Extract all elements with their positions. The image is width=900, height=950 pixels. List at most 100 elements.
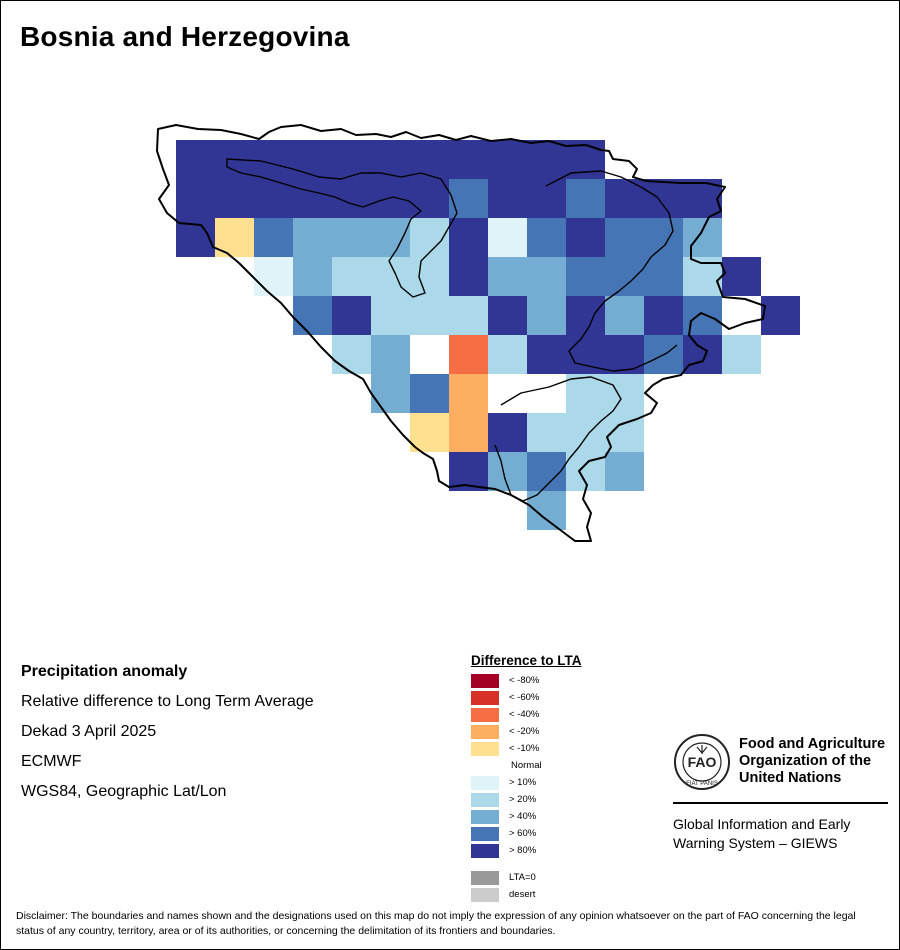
grid-cell — [176, 140, 215, 179]
grid-cell — [254, 218, 293, 257]
grid-cell — [293, 296, 332, 335]
legend-label: < -60% — [509, 692, 540, 703]
legend-gap — [471, 861, 582, 871]
grid-cell — [605, 335, 644, 374]
legend-item: < -60% — [471, 691, 582, 708]
grid-cell — [644, 257, 683, 296]
legend-item: < -40% — [471, 708, 582, 725]
grid-cell — [332, 296, 371, 335]
legend-label: desert — [509, 889, 536, 900]
legend-label: < -40% — [509, 709, 540, 720]
legend-item: > 60% — [471, 827, 582, 844]
grid-cell — [605, 452, 644, 491]
legend-label: < -10% — [509, 743, 540, 754]
info-line-source: ECMWF — [21, 753, 82, 770]
legend-swatch — [471, 725, 499, 739]
grid-cell — [371, 296, 410, 335]
grid-cell — [488, 296, 527, 335]
giews-name: Global Information and Early Warning Sys… — [673, 815, 850, 853]
grid-cell — [644, 296, 683, 335]
grid-cell — [527, 140, 566, 179]
grid-cell — [371, 335, 410, 374]
legend-item: > 80% — [471, 844, 582, 861]
grid-cell — [254, 140, 293, 179]
grid-cell — [605, 257, 644, 296]
legend-label: LTA=0 — [509, 872, 536, 883]
entity-boundary-south — [494, 376, 622, 502]
legend-item: LTA=0 — [471, 871, 582, 888]
fao-logo-icon: FAO FIAT PANIS — [674, 734, 730, 790]
grid-cell — [488, 179, 527, 218]
disclaimer: Disclaimer: The boundaries and names sho… — [16, 910, 856, 937]
legend-swatch — [471, 708, 499, 722]
grid-cell — [293, 218, 332, 257]
legend-item: < -20% — [471, 725, 582, 742]
org-name-line: Organization of the — [739, 753, 872, 769]
grid-cell — [488, 413, 527, 452]
giews-line: Warning System – GIEWS — [673, 835, 838, 851]
legend-swatch — [471, 888, 499, 902]
legend-item: < -80% — [471, 674, 582, 691]
grid-cell — [683, 335, 722, 374]
grid-cell — [566, 296, 605, 335]
grid-cell — [371, 179, 410, 218]
grid-cell — [527, 218, 566, 257]
grid-cell — [410, 179, 449, 218]
grid-cell — [410, 374, 449, 413]
grid-cell — [605, 218, 644, 257]
grid-cell — [410, 257, 449, 296]
grid-cell — [371, 218, 410, 257]
grid-cell — [605, 374, 644, 413]
legend-rows: < -80% < -60% < -40% < -20% < -10% Normal > 10… — [471, 674, 582, 905]
grid-cell — [293, 179, 332, 218]
grid-cell — [410, 296, 449, 335]
legend-swatch — [471, 674, 499, 688]
legend-label: < -20% — [509, 726, 540, 737]
grid-cell — [176, 179, 215, 218]
legend-item: desert — [471, 888, 582, 905]
anomaly-map — [156, 124, 800, 542]
info-line-projection: WGS84, Geographic Lat/Lon — [21, 783, 227, 800]
grid-cell — [332, 218, 371, 257]
legend-item: Normal — [471, 759, 582, 776]
grid-cell — [293, 257, 332, 296]
svg-text:FAO: FAO — [688, 754, 717, 770]
grid-cell — [527, 491, 566, 530]
info-line-period: Dekad 3 April 2025 — [21, 723, 157, 740]
grid-cell — [449, 179, 488, 218]
legend-swatch — [471, 827, 499, 841]
legend-label: > 20% — [509, 794, 537, 805]
legend-title: Difference to LTA — [471, 653, 582, 668]
org-name-line: United Nations — [739, 770, 842, 786]
legend-swatch — [471, 776, 499, 790]
grid-cell — [527, 179, 566, 218]
grid-cell — [332, 335, 371, 374]
info-line-description: Relative difference to Long Term Average — [21, 693, 314, 710]
legend-swatch — [471, 742, 499, 756]
page-title: Bosnia and Herzegovina — [20, 21, 350, 52]
org-name: Food and Agriculture Organization of the… — [739, 736, 885, 787]
grid-cell — [683, 218, 722, 257]
grid-cell — [488, 335, 527, 374]
legend-label: > 80% — [509, 845, 537, 856]
grid-cell — [410, 140, 449, 179]
entity-boundary-east — [545, 170, 678, 372]
giews-line: Global Information and Early — [673, 816, 851, 832]
legend-swatch — [471, 793, 499, 807]
grid-cell — [722, 335, 761, 374]
map-info: Precipitation anomaly Relative differenc… — [21, 657, 314, 807]
grid-cell — [605, 296, 644, 335]
legend-label: > 60% — [509, 828, 537, 839]
grid-cell — [761, 296, 800, 335]
svg-text:FIAT PANIS: FIAT PANIS — [686, 781, 718, 787]
grid-cell — [566, 218, 605, 257]
grid-cell — [449, 218, 488, 257]
legend-label: Normal — [511, 760, 542, 771]
grid-cell — [722, 257, 761, 296]
grid-cell — [566, 257, 605, 296]
grid-cell — [449, 296, 488, 335]
grid-cell — [449, 335, 488, 374]
legend-swatch — [471, 844, 499, 858]
grid-cell — [293, 140, 332, 179]
